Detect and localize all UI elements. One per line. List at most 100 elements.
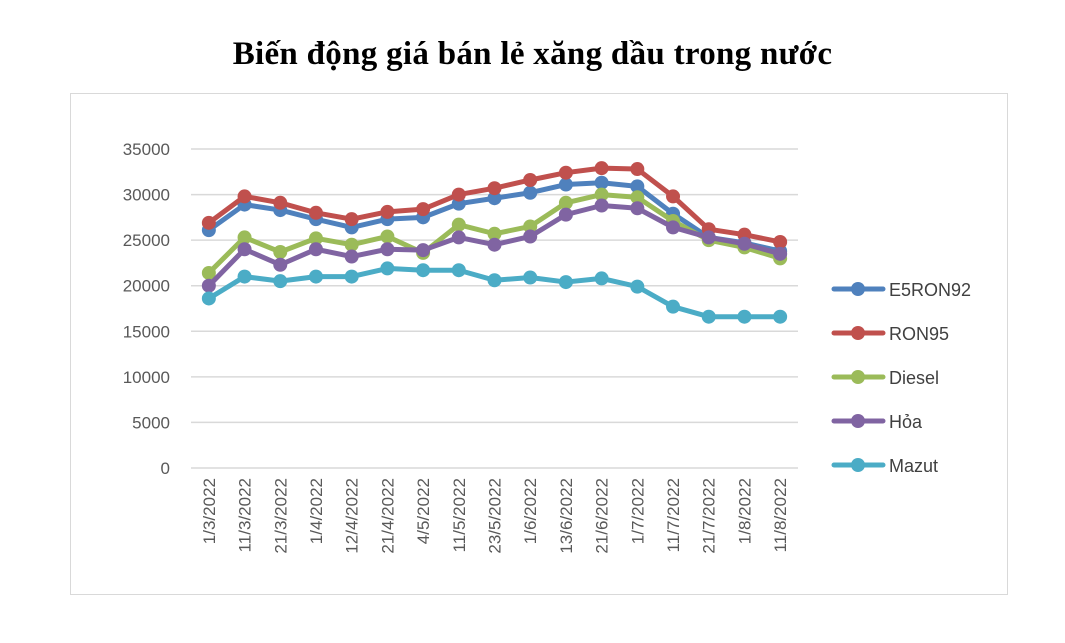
data-point[interactable] <box>308 242 323 257</box>
data-point[interactable] <box>237 189 252 204</box>
legend-label: Mazut <box>889 456 938 476</box>
data-point[interactable] <box>201 215 216 230</box>
data-point[interactable] <box>594 198 609 213</box>
data-point[interactable] <box>487 226 502 241</box>
x-tick-label: 21/6/2022 <box>593 478 612 554</box>
data-point[interactable] <box>380 204 395 219</box>
data-point[interactable] <box>201 265 216 280</box>
data-point[interactable] <box>273 274 288 289</box>
data-point[interactable] <box>308 205 323 220</box>
data-point[interactable] <box>273 195 288 210</box>
x-tick-label: 11/3/2022 <box>236 478 255 552</box>
data-point[interactable] <box>630 201 645 216</box>
data-point[interactable] <box>701 230 716 245</box>
y-tick-label: 30000 <box>123 186 170 205</box>
legend-item-diesel: Diesel <box>831 368 939 388</box>
data-point[interactable] <box>523 219 538 234</box>
data-point[interactable] <box>737 236 752 251</box>
data-point[interactable] <box>416 263 431 278</box>
data-point[interactable] <box>594 271 609 286</box>
data-point[interactable] <box>666 220 681 235</box>
data-point[interactable] <box>773 309 788 324</box>
x-tick-label: 23/5/2022 <box>486 478 505 554</box>
data-point[interactable] <box>237 230 252 245</box>
y-tick-label: 20000 <box>123 277 170 296</box>
chart-title: Biến động giá bán lẻ xăng dầu trong nước <box>232 36 833 72</box>
data-point[interactable] <box>487 273 502 288</box>
data-point[interactable] <box>416 243 431 258</box>
data-point[interactable] <box>416 202 431 217</box>
data-point[interactable] <box>737 309 752 324</box>
data-point[interactable] <box>773 234 788 249</box>
data-point[interactable] <box>380 261 395 276</box>
data-point[interactable] <box>487 191 502 206</box>
data-point[interactable] <box>523 229 538 244</box>
data-point[interactable] <box>666 189 681 204</box>
data-point[interactable] <box>558 195 573 210</box>
legend: E5RON92 RON95 Diesel Hỏa Mazut <box>831 280 971 476</box>
data-point[interactable] <box>451 187 466 202</box>
data-point[interactable] <box>666 299 681 314</box>
data-point[interactable] <box>487 181 502 196</box>
data-point[interactable] <box>773 246 788 261</box>
data-point[interactable] <box>558 165 573 180</box>
x-tick-label: 4/5/2022 <box>414 478 433 544</box>
data-point[interactable] <box>237 242 252 257</box>
series-mazut <box>201 261 788 324</box>
legend-item-mazut: Mazut <box>831 456 938 476</box>
data-point[interactable] <box>594 187 609 202</box>
x-tick-label: 21/4/2022 <box>378 478 397 554</box>
legend-label: Diesel <box>889 368 939 388</box>
x-tick-label: 12/4/2022 <box>343 478 362 554</box>
legend-marker-icon <box>851 326 865 340</box>
data-point[interactable] <box>630 179 645 194</box>
legend-item-ron95: RON95 <box>831 324 949 344</box>
data-point[interactable] <box>594 175 609 190</box>
data-point[interactable] <box>344 249 359 264</box>
data-point[interactable] <box>380 229 395 244</box>
data-point[interactable] <box>701 309 716 324</box>
data-point[interactable] <box>308 269 323 284</box>
x-tick-label: 1/6/2022 <box>521 478 540 544</box>
data-point[interactable] <box>451 230 466 245</box>
legend-item-e5ron92: E5RON92 <box>831 280 971 300</box>
data-point[interactable] <box>344 269 359 284</box>
data-point[interactable] <box>237 269 252 284</box>
x-tick-label: 1/3/2022 <box>200 478 219 544</box>
data-point[interactable] <box>487 237 502 252</box>
data-point[interactable] <box>201 278 216 293</box>
y-tick-label: 25000 <box>123 231 170 250</box>
data-point[interactable] <box>523 185 538 200</box>
legend-label: RON95 <box>889 324 949 344</box>
data-point[interactable] <box>273 257 288 272</box>
y-axis: 0 5000 10000 15000 20000 25000 30000 35000 <box>123 140 170 478</box>
y-tick-label: 35000 <box>123 140 170 159</box>
data-point[interactable] <box>558 177 573 192</box>
data-point[interactable] <box>523 172 538 187</box>
legend-marker-icon <box>851 370 865 384</box>
data-point[interactable] <box>451 263 466 278</box>
data-point[interactable] <box>451 217 466 232</box>
data-point[interactable] <box>308 231 323 246</box>
data-point[interactable] <box>523 270 538 285</box>
x-tick-label: 1/4/2022 <box>307 478 326 544</box>
legend-marker-icon <box>851 458 865 472</box>
x-axis: 1/3/2022 11/3/2022 21/3/2022 1/4/2022 12/4/2… <box>200 478 790 554</box>
data-point[interactable] <box>630 279 645 294</box>
data-point[interactable] <box>558 275 573 290</box>
legend-label: Hỏa <box>889 412 923 432</box>
data-point[interactable] <box>344 237 359 252</box>
data-point[interactable] <box>380 242 395 257</box>
data-point[interactable] <box>344 212 359 227</box>
data-point[interactable] <box>558 207 573 222</box>
data-point[interactable] <box>630 190 645 205</box>
x-tick-label: 21/3/2022 <box>271 478 290 554</box>
series-diesel <box>201 187 788 280</box>
data-point[interactable] <box>630 162 645 177</box>
data-point[interactable] <box>594 161 609 176</box>
data-point[interactable] <box>273 244 288 259</box>
x-tick-label: 1/8/2022 <box>735 478 754 544</box>
data-point[interactable] <box>201 291 216 306</box>
legend-item-hỏa: Hỏa <box>831 412 923 432</box>
